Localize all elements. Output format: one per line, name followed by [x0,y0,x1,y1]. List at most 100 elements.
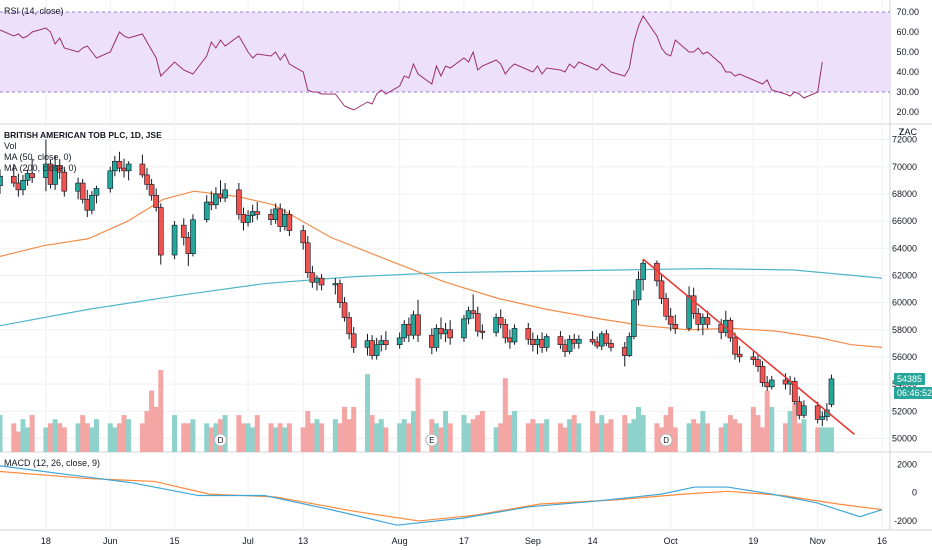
x-tick-label: 16 [877,536,887,546]
candle-body [598,333,605,347]
volume-bar [397,423,403,452]
volume-bar [300,427,306,452]
legend-ma50: MA (50, close, 0) [4,152,72,162]
price-tick-label: 64000 [892,243,917,253]
volume-bar [727,415,733,452]
volume-bar [801,419,807,452]
candle-body [589,338,596,343]
candle-body [89,194,95,211]
candle-body [79,182,86,200]
volume-bar [723,423,729,452]
volume-bar [332,419,338,452]
rsi-tick-label: 50.00 [896,47,919,57]
candle-body [447,329,453,339]
volume-bar [11,423,17,452]
volume-bar [760,427,766,452]
candle-body [112,161,118,172]
volume-bar [769,406,775,452]
candle-body [203,201,210,221]
rsi-tick-label: 20.00 [896,107,919,117]
candle-body [107,170,114,189]
volume-bar [668,406,674,452]
volume-bar [544,419,550,452]
candle-body [240,213,247,223]
candle-body [433,328,440,348]
volume-bar [286,423,292,452]
candle-body [626,336,633,356]
event-marker [659,433,673,447]
price-tick-label: 70000 [892,162,917,172]
candle-body [139,163,146,176]
volume-bar [792,402,798,452]
candle-body [658,280,665,299]
volume-bar [305,411,311,452]
candle-body [121,167,127,172]
candle-body [396,337,403,345]
candle-body [502,324,509,339]
volume-bar [594,423,600,452]
candle-body [318,277,325,286]
candle-body [470,310,476,314]
volume-bar [819,427,825,452]
candle-body [479,330,486,333]
rsi-tick-label: 30.00 [896,87,919,97]
volume-bar [185,423,191,452]
candle-body [814,405,821,420]
x-tick-label: 15 [170,536,180,546]
last-price-badge: 54385 [894,373,926,385]
volume-bar [172,415,178,452]
volume-bar [309,423,315,452]
candle-body [429,334,435,348]
volume-bar [704,423,710,452]
volume-bar [208,427,214,452]
candle-body [236,189,242,215]
volume-bar [181,423,187,452]
volume-bar [126,419,132,452]
rsi-label: RSI (14, close) [4,6,64,16]
macd-tick-label: 0 [912,488,917,498]
candle-body [180,224,187,238]
candle-body [148,184,155,196]
candle-body [539,338,545,348]
volume-bar [590,411,596,452]
candle-body [828,378,835,405]
x-tick-label: Nov [810,536,827,546]
volume-bar [20,419,26,452]
x-tick-label: Sep [525,536,541,546]
volume-bar [319,423,325,452]
volume-bar [369,415,375,452]
volume-bar [415,378,421,452]
volume-bar [61,427,67,452]
volume-bar [337,423,343,452]
volume-bar [672,427,678,452]
candle-body [672,324,679,329]
candle-body [337,283,343,303]
volume-bar [512,411,517,452]
volume-bar [84,423,90,452]
volume-bar [149,390,155,452]
price-top-tick: 7 [898,127,903,137]
volume-bar [112,427,118,452]
candle-body [217,193,224,199]
x-tick-label: Oct [664,536,679,546]
volume-bar [25,427,31,452]
volume-bar [783,423,789,452]
candle-body [24,173,31,181]
volume-bar [158,370,164,452]
countdown-badge: 06:46:52 [894,387,932,399]
volume-bar [815,427,821,452]
candle-body [576,338,582,344]
x-tick-label: Jun [103,536,118,546]
rsi-tick-label: 60.00 [896,27,919,37]
volume-bar [750,406,756,452]
volume-bar [57,423,63,452]
candle-body [801,405,807,416]
candle-body [314,277,320,283]
candle-body [208,201,215,206]
volume-bar [534,423,540,452]
candle-body [144,174,150,185]
candle-body [272,208,279,221]
candle-body [764,382,770,388]
